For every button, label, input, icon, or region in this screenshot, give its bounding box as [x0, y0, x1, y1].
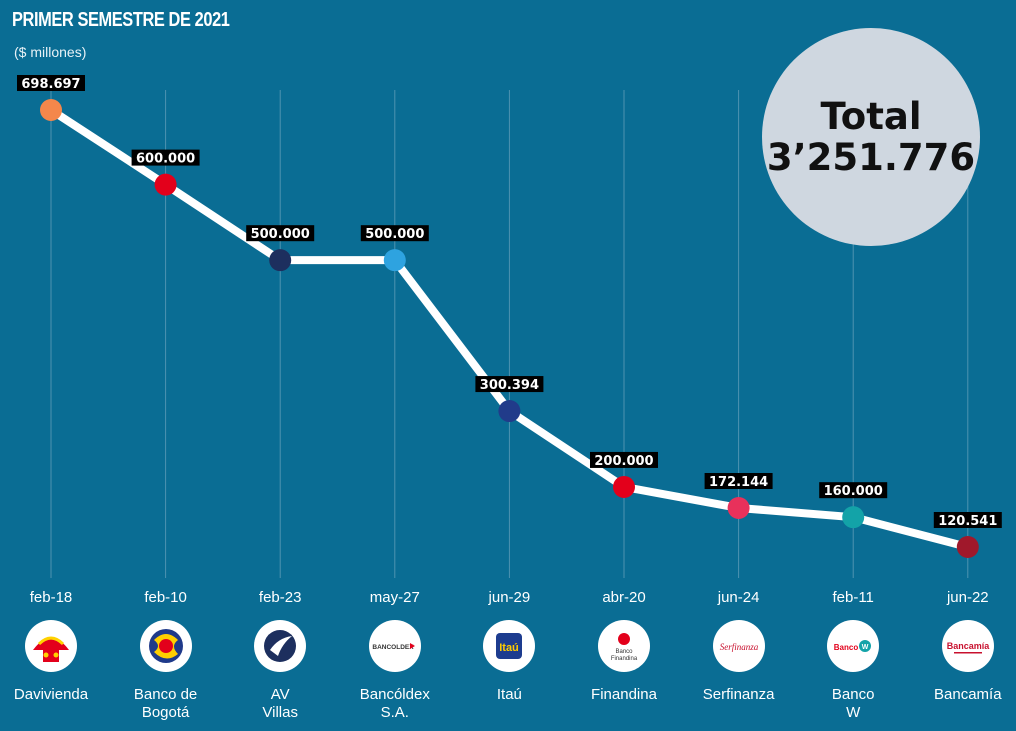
data-label: 500.000: [251, 227, 310, 242]
data-label-bg: [590, 451, 658, 468]
bank-label: Davivienda: [13, 686, 89, 703]
bancamia-logo-icon: Bancamía: [941, 620, 994, 672]
bank-label: Serfinanza: [702, 686, 775, 703]
bank-label: Banco de Bogotá: [133, 686, 198, 721]
bank-label: Bancamía: [934, 686, 1002, 703]
x-tick-label: feb-11: [832, 589, 874, 606]
data-label-bg: [131, 149, 200, 166]
x-tick-label: feb-23: [258, 589, 302, 606]
svg-text:Serfinanza: Serfinanza: [719, 642, 758, 652]
x-tick-label: jun-29: [488, 589, 531, 606]
data-label: 160.000: [824, 484, 883, 499]
total-value: 3’251.776: [766, 136, 976, 179]
total-label: Total: [820, 94, 922, 138]
finandina-logo-icon: Banco Finandina: [598, 620, 650, 672]
data-point: [613, 475, 635, 498]
bank-label: AV Villas: [262, 686, 298, 721]
data-label-bg: [475, 376, 544, 393]
data-label: 600.000: [136, 152, 195, 167]
data-label: 698.697: [21, 77, 80, 92]
x-tick-label: jun-22: [946, 589, 989, 606]
data-label-bg: [933, 512, 1002, 528]
svg-text:Banco: Banco: [834, 643, 859, 652]
data-point: [40, 99, 62, 121]
data-point: [269, 249, 292, 272]
data-label: 200.000: [594, 454, 653, 469]
data-label: 120.541: [938, 514, 997, 529]
data-point: [383, 249, 406, 272]
bancoldex-logo-icon: BANCOLDEX: [368, 620, 421, 672]
data-point: [727, 496, 750, 519]
banco-de-bogota-logo-icon: [139, 620, 192, 672]
svg-text:W: W: [862, 644, 869, 651]
svg-text:Finandina: Finandina: [611, 656, 638, 662]
av-villas-logo-icon: [254, 620, 307, 672]
x-tick-label: jun-24: [717, 589, 760, 606]
data-point: [842, 506, 865, 529]
x-tick-label: abr-20: [602, 589, 646, 606]
svg-text:BANCOLDEX: BANCOLDEX: [372, 644, 414, 651]
bank-label: Bancóldex S.A.: [359, 686, 430, 721]
itau-logo-icon: Itaú: [483, 620, 536, 672]
bank-label: Itaú: [496, 686, 522, 703]
data-label-bg: [819, 482, 888, 499]
data-point: [498, 400, 521, 423]
bank-label: Finandina: [591, 686, 657, 703]
data-label-bg: [246, 225, 315, 242]
serfinanza-logo-icon: Serfinanza: [712, 620, 765, 672]
svg-text:Itaú: Itaú: [500, 642, 520, 654]
bank-label: Banco W: [831, 686, 875, 721]
x-tick-label: feb-10: [144, 589, 187, 606]
data-label: 300.394: [480, 378, 539, 393]
banco-w-logo-icon: Banco W: [827, 620, 880, 672]
chart-subtitle: ($ millones): [14, 44, 87, 60]
data-point: [956, 536, 979, 558]
total-badge: Total 3’251.776: [762, 28, 980, 246]
data-label: 500.000: [365, 227, 424, 242]
svg-text:Bancamía: Bancamía: [947, 641, 991, 651]
x-tick-label: feb-18: [29, 589, 73, 606]
chart-title: PRIMER SEMESTRE DE 2021: [12, 9, 230, 31]
data-label: 172.144: [709, 475, 768, 490]
x-tick-label: may-27: [369, 589, 420, 606]
svg-text:Banco: Banco: [615, 649, 633, 655]
data-point: [154, 173, 177, 196]
davivienda-logo-icon: [25, 620, 77, 672]
data-label-bg: [360, 225, 429, 242]
data-label-bg: [704, 472, 773, 489]
data-label-bg: [17, 75, 85, 91]
